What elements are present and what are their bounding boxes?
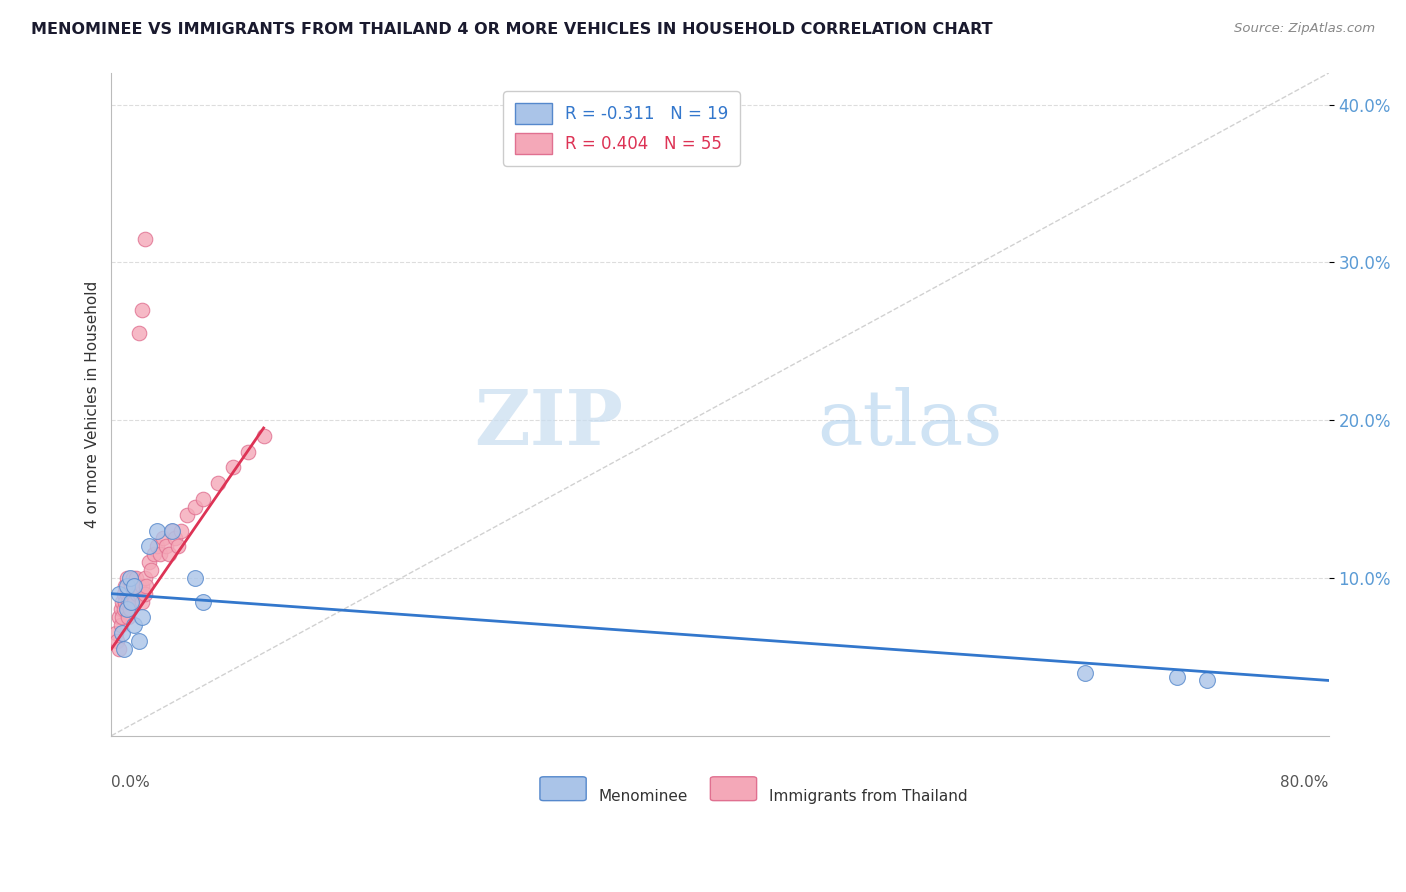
- Y-axis label: 4 or more Vehicles in Household: 4 or more Vehicles in Household: [86, 281, 100, 528]
- Legend: R = -0.311   N = 19, R = 0.404   N = 55: R = -0.311 N = 19, R = 0.404 N = 55: [503, 91, 740, 166]
- Point: [238, 444, 260, 458]
- Point: [118, 587, 141, 601]
- Point: [207, 476, 229, 491]
- Point: [134, 232, 156, 246]
- Point: [122, 618, 145, 632]
- Point: [131, 594, 153, 608]
- Point: [110, 602, 132, 616]
- Point: [120, 594, 142, 608]
- Point: [111, 610, 134, 624]
- Text: ZIP: ZIP: [474, 387, 623, 461]
- Point: [117, 610, 139, 624]
- Point: [135, 579, 157, 593]
- Text: Source: ZipAtlas.com: Source: ZipAtlas.com: [1234, 22, 1375, 36]
- Point: [114, 594, 136, 608]
- Point: [115, 587, 138, 601]
- Point: [1074, 665, 1097, 680]
- Point: [121, 587, 143, 601]
- Point: [134, 587, 156, 601]
- Point: [120, 594, 142, 608]
- Point: [108, 610, 131, 624]
- Text: MENOMINEE VS IMMIGRANTS FROM THAILAND 4 OR MORE VEHICLES IN HOUSEHOLD CORRELATIO: MENOMINEE VS IMMIGRANTS FROM THAILAND 4 …: [31, 22, 993, 37]
- Point: [122, 579, 145, 593]
- Point: [155, 539, 177, 553]
- Point: [112, 641, 135, 656]
- Point: [115, 571, 138, 585]
- Point: [165, 532, 187, 546]
- Point: [131, 610, 153, 624]
- Point: [114, 579, 136, 593]
- Point: [122, 579, 145, 593]
- Point: [104, 626, 127, 640]
- Point: [184, 500, 207, 514]
- Point: [120, 579, 142, 593]
- Point: [129, 587, 152, 601]
- Point: [122, 594, 145, 608]
- Point: [128, 326, 150, 341]
- Point: [115, 579, 138, 593]
- Point: [149, 547, 172, 561]
- Point: [138, 555, 160, 569]
- Point: [131, 579, 153, 593]
- Point: [1195, 673, 1218, 688]
- Point: [128, 579, 150, 593]
- Point: [252, 429, 274, 443]
- Text: 80.0%: 80.0%: [1281, 775, 1329, 790]
- Point: [108, 641, 131, 656]
- Point: [121, 571, 143, 585]
- Point: [118, 602, 141, 616]
- Point: [146, 524, 169, 538]
- Point: [111, 594, 134, 608]
- Point: [108, 587, 131, 601]
- Point: [118, 571, 141, 585]
- Point: [222, 460, 245, 475]
- Point: [167, 539, 190, 553]
- Text: Immigrants from Thailand: Immigrants from Thailand: [769, 789, 967, 804]
- Text: Menominee: Menominee: [599, 789, 688, 804]
- Point: [127, 587, 149, 601]
- Point: [143, 547, 166, 561]
- Point: [139, 563, 162, 577]
- Point: [176, 508, 198, 522]
- Point: [146, 539, 169, 553]
- Point: [162, 524, 184, 538]
- Point: [111, 626, 134, 640]
- Point: [128, 634, 150, 648]
- Point: [115, 602, 138, 616]
- Point: [131, 302, 153, 317]
- Point: [138, 539, 160, 553]
- Point: [170, 524, 193, 538]
- Point: [1166, 670, 1188, 684]
- Point: [117, 594, 139, 608]
- Point: [107, 634, 129, 648]
- Point: [157, 547, 180, 561]
- Point: [191, 491, 214, 506]
- FancyBboxPatch shape: [710, 777, 756, 801]
- Text: atlas: atlas: [817, 387, 1002, 461]
- Point: [112, 587, 135, 601]
- Point: [152, 532, 174, 546]
- Point: [134, 571, 156, 585]
- Point: [110, 618, 132, 632]
- Point: [125, 571, 148, 585]
- Text: 0.0%: 0.0%: [111, 775, 150, 790]
- Point: [162, 524, 184, 538]
- FancyBboxPatch shape: [540, 777, 586, 801]
- Point: [184, 571, 207, 585]
- Point: [191, 594, 214, 608]
- Point: [112, 602, 135, 616]
